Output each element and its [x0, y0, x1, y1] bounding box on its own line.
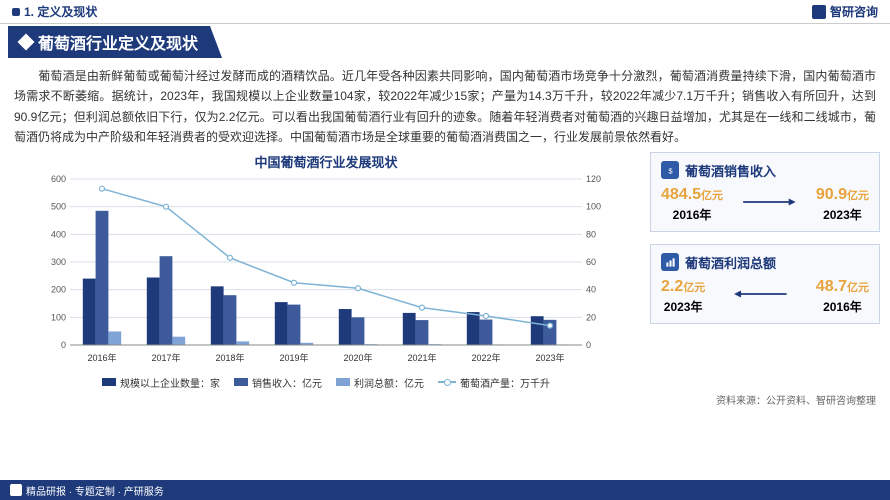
- card-year: 2016年: [816, 298, 869, 315]
- svg-text:600: 600: [51, 174, 66, 184]
- chart-icon: [661, 253, 679, 271]
- footer-text: 精品研报 · 专题定制 · 产研服务: [26, 483, 164, 498]
- chart-title: 中国葡萄酒行业发展现状: [10, 152, 642, 171]
- svg-text:2022年: 2022年: [471, 352, 500, 363]
- card-num: 48.7: [816, 278, 847, 295]
- svg-text:0: 0: [586, 340, 591, 350]
- svg-text:2023年: 2023年: [535, 352, 564, 363]
- card-num: 90.9: [816, 186, 847, 203]
- footer-icon: [10, 484, 22, 496]
- legend-item: 规模以上企业数量：家: [102, 375, 220, 390]
- brand-icon: [812, 5, 826, 19]
- svg-text:120: 120: [586, 174, 601, 184]
- legend-line-icon: [438, 381, 456, 383]
- legend-label: 销售收入：亿元: [252, 375, 322, 390]
- arrow-icon: [709, 287, 812, 306]
- card-unit: 亿元: [701, 190, 723, 202]
- card-title: 葡萄酒利润总额: [685, 253, 776, 272]
- card-body: 484.5亿元 2016年 90.9亿元 2023年: [661, 186, 869, 223]
- svg-text:60: 60: [586, 257, 596, 267]
- card-num: 484.5: [661, 186, 701, 203]
- main-area: 中国葡萄酒行业发展现状 0 100 200 300 400 500 600 0 20 40 60 80…: [0, 152, 890, 390]
- legend-item: 葡萄酒产量：万千升: [438, 375, 550, 390]
- card-year: 2016年: [661, 206, 723, 223]
- svg-text:40: 40: [586, 284, 596, 294]
- svg-text:2020年: 2020年: [343, 352, 372, 363]
- brand: 智研咨询: [812, 3, 878, 20]
- card-unit: 亿元: [847, 282, 869, 294]
- card-head: $ 葡萄酒销售收入: [661, 161, 869, 180]
- svg-text:100: 100: [51, 312, 66, 322]
- chart-legend: 规模以上企业数量：家 销售收入：亿元 利润总额：亿元 葡萄酒产量：万千升: [10, 375, 642, 390]
- card-right-value: 90.9亿元 2023年: [816, 186, 869, 223]
- page-title: 葡萄酒行业定义及现状: [38, 30, 198, 54]
- card-body: 2.2亿元 2023年 48.7亿元 2016年: [661, 278, 869, 315]
- card-unit: 亿元: [847, 190, 869, 202]
- svg-text:300: 300: [51, 257, 66, 267]
- card-head: 葡萄酒利润总额: [661, 253, 869, 272]
- section-label: 1. 定义及现状: [12, 3, 97, 20]
- title-banner: 葡萄酒行业定义及现状: [8, 26, 222, 58]
- svg-text:$: $: [668, 166, 673, 175]
- legend-label: 葡萄酒产量：万千升: [460, 375, 550, 390]
- card-right-value: 48.7亿元 2016年: [816, 278, 869, 315]
- legend-swatch: [234, 378, 248, 386]
- legend-label: 规模以上企业数量：家: [120, 375, 220, 390]
- legend-label: 利润总额：亿元: [354, 375, 424, 390]
- svg-text:400: 400: [51, 229, 66, 239]
- card-left-value: 2.2亿元 2023年: [661, 278, 705, 315]
- svg-text:80: 80: [586, 229, 596, 239]
- card-left-value: 484.5亿元 2016年: [661, 186, 723, 223]
- svg-text:20: 20: [586, 312, 596, 322]
- diamond-icon: [18, 34, 35, 51]
- header-bar: 1. 定义及现状 智研咨询: [0, 0, 890, 24]
- card-year: 2023年: [661, 298, 705, 315]
- chart-column: 中国葡萄酒行业发展现状 0 100 200 300 400 500 600 0 20 40 60 80…: [10, 152, 642, 390]
- arrow-icon: [727, 195, 812, 214]
- section-dot-icon: [12, 8, 20, 16]
- stat-card: $ 葡萄酒销售收入 484.5亿元 2016年 90.9亿元 2023年: [650, 152, 880, 232]
- legend-item: 利润总额：亿元: [336, 375, 424, 390]
- footer-bar: 精品研报 · 专题定制 · 产研服务: [0, 480, 890, 500]
- svg-text:500: 500: [51, 201, 66, 211]
- stat-card: 葡萄酒利润总额 2.2亿元 2023年 48.7亿元 2016年: [650, 244, 880, 324]
- brand-text: 智研咨询: [830, 3, 878, 20]
- card-year: 2023年: [816, 206, 869, 223]
- svg-text:2017年: 2017年: [151, 352, 180, 363]
- legend-item: 销售收入：亿元: [234, 375, 322, 390]
- svg-text:2021年: 2021年: [407, 352, 436, 363]
- card-num: 2.2: [661, 278, 683, 295]
- body-paragraph: 葡萄酒是由新鲜葡萄或葡萄汁经过发酵而成的酒精饮品。近几年受各种因素共同影响，国内…: [0, 62, 890, 152]
- card-unit: 亿元: [683, 282, 705, 294]
- section-text: 1. 定义及现状: [24, 3, 97, 20]
- svg-text:0: 0: [61, 340, 66, 350]
- chart-svg: 0 100 200 300 400 500 600 0 20 40 60 80 100 120 2016年 2…: [10, 173, 642, 373]
- combo-chart: 0 100 200 300 400 500 600 0 20 40 60 80 100 120 2016年 2…: [10, 173, 642, 373]
- svg-text:2019年: 2019年: [279, 352, 308, 363]
- legend-swatch: [102, 378, 116, 386]
- card-title: 葡萄酒销售收入: [685, 161, 776, 180]
- source-text: 资料来源：公开资料、智研咨询整理: [0, 392, 890, 407]
- svg-text:100: 100: [586, 201, 601, 211]
- svg-text:2018年: 2018年: [215, 352, 244, 363]
- svg-text:200: 200: [51, 284, 66, 294]
- svg-text:2016年: 2016年: [87, 352, 116, 363]
- legend-swatch: [336, 378, 350, 386]
- stat-cards: $ 葡萄酒销售收入 484.5亿元 2016年 90.9亿元 2023年 葡萄酒…: [650, 152, 880, 390]
- dollar-icon: $: [661, 161, 679, 179]
